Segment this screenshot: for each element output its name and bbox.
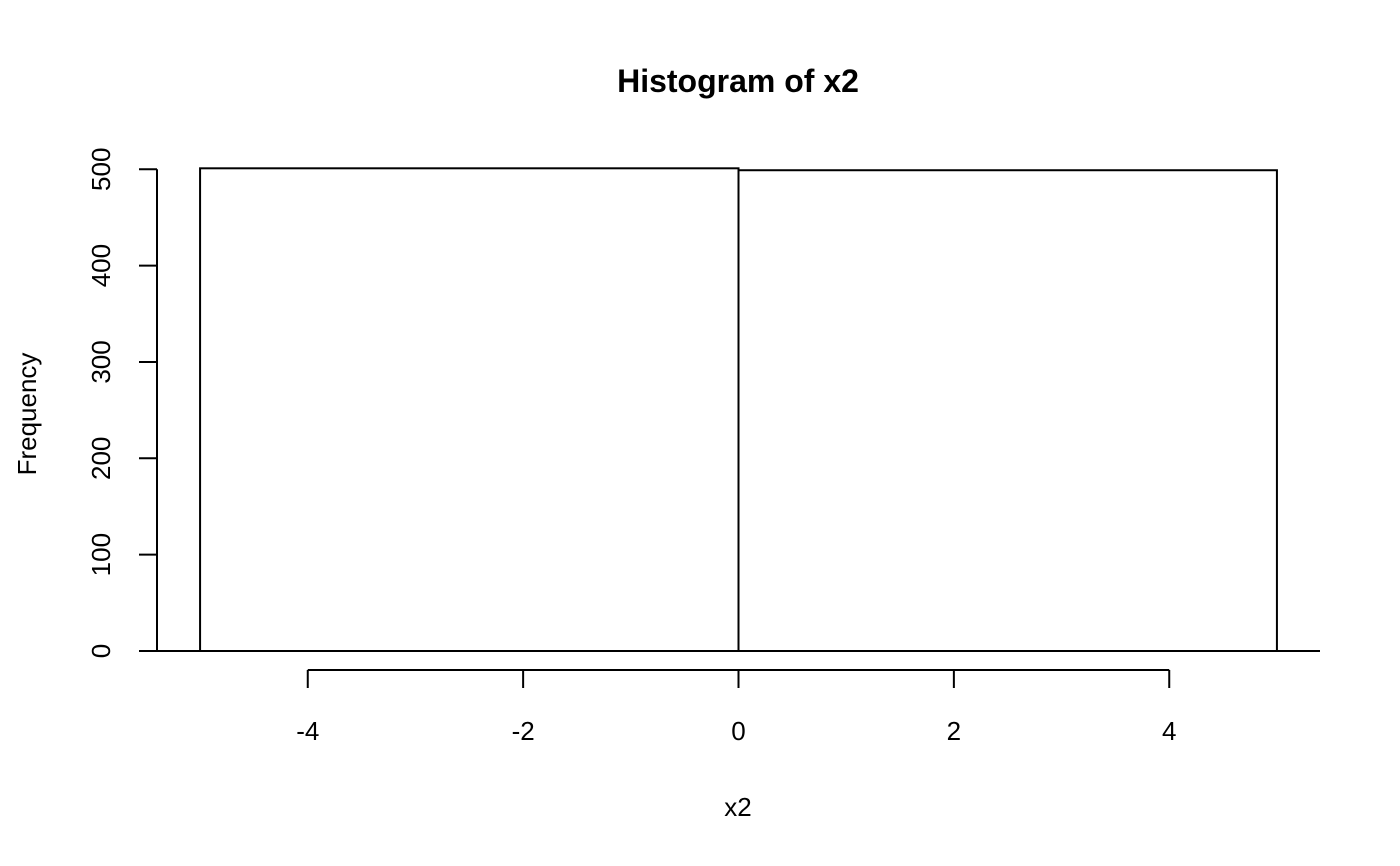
x-tick-label: 4 xyxy=(1162,716,1176,746)
bars-group xyxy=(157,167,1320,653)
x-tick-label: -2 xyxy=(512,716,535,746)
chart-title: Histogram of x2 xyxy=(617,63,859,99)
histogram-bar-0 xyxy=(199,167,740,653)
y-axis-label: Frequency xyxy=(12,353,42,476)
y-tick-label: 0 xyxy=(86,644,116,658)
y-tick-label: 500 xyxy=(86,148,116,191)
histogram-bar-1 xyxy=(737,169,1278,652)
y-tick-label: 300 xyxy=(86,340,116,383)
x-tick-label: 0 xyxy=(731,716,745,746)
y-tick-label: 100 xyxy=(86,533,116,576)
x-axis: -4 -2 0 2 4 xyxy=(296,669,1176,746)
x-axis-label: x2 xyxy=(724,792,751,822)
y-tick-label: 400 xyxy=(86,244,116,287)
y-axis: 0 100 200 300 400 500 xyxy=(86,148,158,658)
x-tick-label: 2 xyxy=(947,716,961,746)
x-tick-label: -4 xyxy=(296,716,319,746)
y-tick-label: 200 xyxy=(86,437,116,480)
